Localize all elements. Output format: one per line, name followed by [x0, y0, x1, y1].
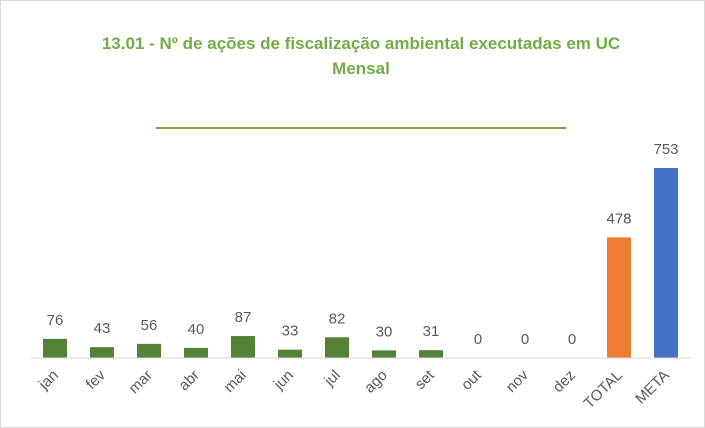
bar	[137, 343, 161, 358]
data-label: 0	[521, 331, 529, 348]
chart-subtitle: Mensal	[332, 59, 390, 78]
x-tick-label: abr	[175, 367, 202, 394]
data-label: 40	[188, 321, 205, 338]
bar	[90, 347, 114, 358]
x-tick-label: jul	[320, 367, 343, 390]
bar	[654, 168, 678, 358]
data-label: 82	[329, 310, 346, 327]
x-tick-label: ago	[361, 367, 391, 397]
bar	[325, 337, 349, 358]
x-tick-label: set	[412, 366, 439, 393]
bar	[278, 349, 302, 358]
bar	[231, 336, 255, 358]
x-tick-label: nov	[503, 366, 532, 395]
data-label: 33	[282, 323, 299, 340]
title-underline	[156, 127, 566, 129]
bar	[184, 347, 208, 358]
title-block: 13.01 - Nº de ações de fiscalização ambi…	[91, 31, 631, 81]
data-label: 43	[94, 320, 111, 337]
bar	[43, 338, 67, 358]
data-label: 56	[141, 317, 158, 334]
data-label: 87	[235, 309, 252, 326]
x-tick-label: out	[458, 366, 485, 393]
x-tick-label: mar	[126, 367, 156, 397]
data-label: 0	[568, 331, 576, 348]
data-label: 753	[653, 141, 678, 158]
bar	[419, 350, 443, 358]
x-tick-label: mai	[221, 367, 250, 396]
x-tick-label: fev	[83, 366, 110, 393]
x-tick-label: dez	[550, 367, 579, 396]
x-tick-label: META	[632, 367, 673, 408]
data-label: 76	[47, 312, 64, 329]
chart-title: 13.01 - Nº de ações de fiscalização ambi…	[101, 34, 621, 53]
data-label: 30	[376, 323, 393, 340]
bar	[372, 350, 396, 358]
data-label: 0	[474, 331, 482, 348]
x-tick-label: jan	[35, 367, 62, 394]
data-label: 478	[606, 210, 631, 227]
x-tick-label: jun	[270, 367, 297, 394]
x-tick-label: TOTAL	[581, 367, 626, 412]
data-label: 31	[423, 323, 440, 340]
bar	[607, 237, 631, 358]
